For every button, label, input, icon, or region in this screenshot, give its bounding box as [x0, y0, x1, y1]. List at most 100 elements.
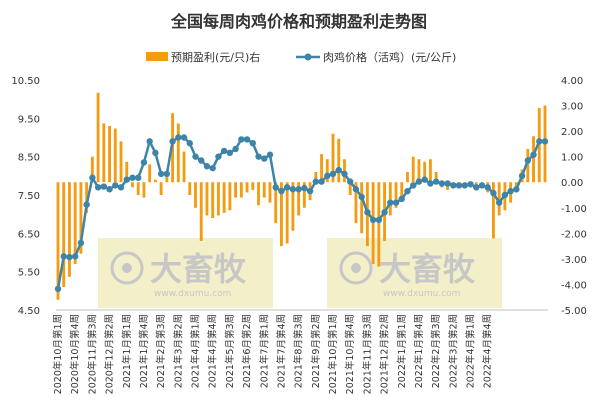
profit-bar	[337, 138, 341, 183]
x-tick-label: 2020年11月第3周	[86, 314, 98, 394]
price-point	[249, 140, 256, 147]
watermark-url: www.dxumu.com	[383, 289, 460, 299]
x-tick-label: 2021年8月第3周	[293, 314, 305, 388]
price-point	[398, 195, 405, 203]
legend: 预期盈利(元/只)右 肉鸡价格（活鸡）(元/公斤)	[146, 50, 456, 64]
x-tick-label: 2021年11月第3周	[361, 314, 373, 394]
x-tick-label: 2020年10月第1周	[52, 314, 64, 394]
profit-bar	[492, 182, 495, 239]
price-point	[192, 153, 199, 160]
legend-bar-label: 预期盈利(元/只)右	[171, 50, 260, 64]
price-point	[238, 136, 245, 143]
profit-bar	[497, 182, 501, 216]
price-point	[163, 170, 171, 178]
profit-bar	[165, 177, 169, 183]
price-point	[524, 157, 532, 164]
price-point	[232, 145, 239, 153]
profit-bar	[159, 182, 163, 195]
x-tick-label: 2021年10月第4周	[344, 314, 356, 394]
x-tick-label: 2021年9月第2周	[310, 314, 322, 388]
profit-bar	[377, 182, 381, 267]
profit-bar	[532, 136, 535, 183]
legend-bar-swatch	[146, 52, 168, 61]
price-point	[198, 157, 205, 164]
profit-bar	[417, 159, 421, 183]
price-point	[530, 151, 537, 158]
price-point	[180, 134, 188, 141]
profit-bar	[291, 182, 295, 231]
price-point	[94, 184, 102, 191]
x-tick-label: 2021年2月第3周	[155, 314, 167, 388]
profit-bar	[228, 182, 232, 211]
profit-bar	[142, 182, 146, 198]
price-point	[507, 187, 514, 195]
y-right-tick-label: -5.00	[561, 306, 587, 317]
price-point	[283, 184, 291, 191]
price-point	[169, 138, 176, 145]
profit-bar	[90, 156, 94, 183]
profit-bar	[537, 108, 541, 183]
price-point	[415, 178, 423, 185]
y-right-tick-label: -4.00	[561, 280, 587, 291]
price-point	[501, 191, 509, 199]
y-left-tick-label: 7.50	[18, 191, 40, 202]
price-point	[318, 178, 325, 185]
watermark-panel	[327, 238, 502, 308]
profit-bar	[257, 182, 260, 206]
profit-bar	[211, 182, 215, 218]
profit-bar	[360, 182, 364, 234]
profit-bar	[251, 182, 255, 190]
price-point	[467, 181, 474, 188]
price-point	[427, 180, 434, 187]
price-point	[129, 174, 136, 181]
y-left-tick-label: 8.50	[18, 153, 40, 164]
watermark-brand: 大畜牧	[150, 250, 247, 288]
profit-bar	[56, 182, 60, 300]
profit-bar	[406, 172, 409, 183]
price-point	[495, 199, 503, 206]
profit-bar	[526, 149, 530, 183]
profit-bar	[205, 182, 209, 216]
price-point	[295, 186, 302, 193]
price-point	[432, 178, 440, 185]
x-tick-label: 2022年4月第4周	[482, 314, 494, 388]
profit-bar	[297, 182, 301, 216]
profit-bar	[102, 123, 106, 183]
price-point	[392, 199, 400, 206]
profit-bar	[348, 182, 352, 195]
profit-bar	[73, 182, 77, 264]
price-point	[335, 166, 342, 174]
profit-bar	[434, 172, 438, 183]
price-point	[117, 184, 125, 191]
profit-bar	[79, 182, 83, 254]
watermark-panel	[98, 238, 273, 308]
x-tick-label: 2021年12月第2周	[379, 314, 391, 394]
price-point	[186, 140, 193, 147]
profit-bar	[274, 182, 278, 224]
price-point	[536, 138, 543, 145]
price-point	[312, 178, 320, 185]
x-tick-label: 2020年10月第4周	[69, 314, 81, 394]
x-tick-label: 2022年2月第3周	[430, 314, 442, 388]
x-tick-label: 2021年4月第1周	[190, 314, 202, 388]
profit-bar	[125, 161, 129, 183]
profit-bar	[423, 161, 427, 183]
price-point	[513, 186, 520, 193]
y-left-tick-label: 4.50	[18, 306, 40, 317]
x-tick-label: 2021年1月第1周	[121, 314, 133, 388]
price-point	[387, 199, 394, 206]
x-tick-label: 2021年3月第2周	[172, 314, 184, 388]
profit-bar	[96, 92, 100, 183]
x-tick-label: 2021年6月第2周	[241, 314, 253, 388]
price-point	[266, 151, 274, 158]
price-point	[358, 193, 365, 201]
price-point	[306, 187, 314, 195]
profit-bar	[85, 182, 89, 213]
profit-bar	[245, 182, 249, 193]
y-right-tick-label: -2.00	[561, 229, 587, 240]
profit-bar	[262, 182, 266, 198]
price-point	[369, 216, 377, 224]
y-right-tick-label: -3.00	[561, 255, 587, 266]
